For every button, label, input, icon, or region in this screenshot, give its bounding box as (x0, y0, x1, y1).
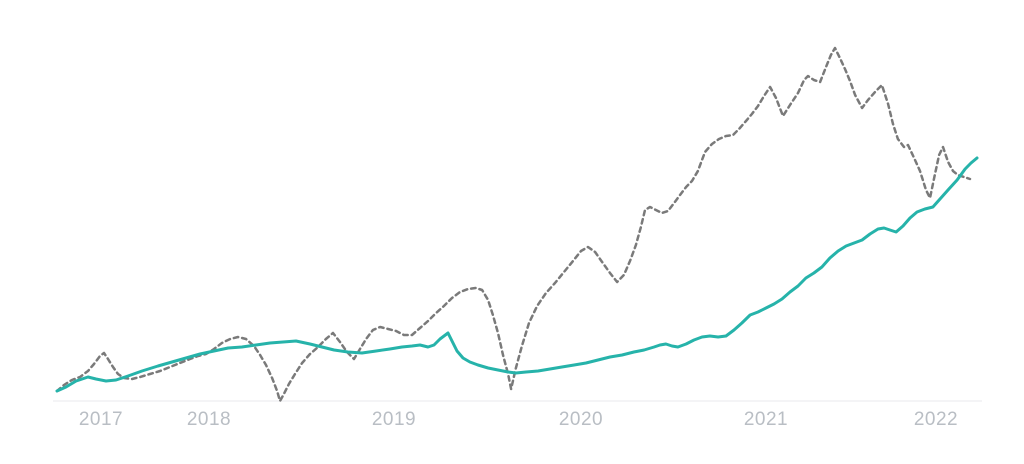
series-group (55, 46, 979, 403)
x-axis-label-2020: 2020 (558, 409, 604, 430)
x-axis-label-2018: 2018 (186, 409, 232, 430)
series-line-solid-teal-series (55, 156, 979, 393)
x-axis-label-2022: 2022 (913, 409, 959, 430)
x-axis-label-2021: 2021 (743, 409, 789, 430)
x-axis-label-2017: 2017 (78, 409, 124, 430)
x-axis-label-2019: 2019 (371, 409, 417, 430)
series-line-dashed-gray-series (55, 46, 972, 403)
